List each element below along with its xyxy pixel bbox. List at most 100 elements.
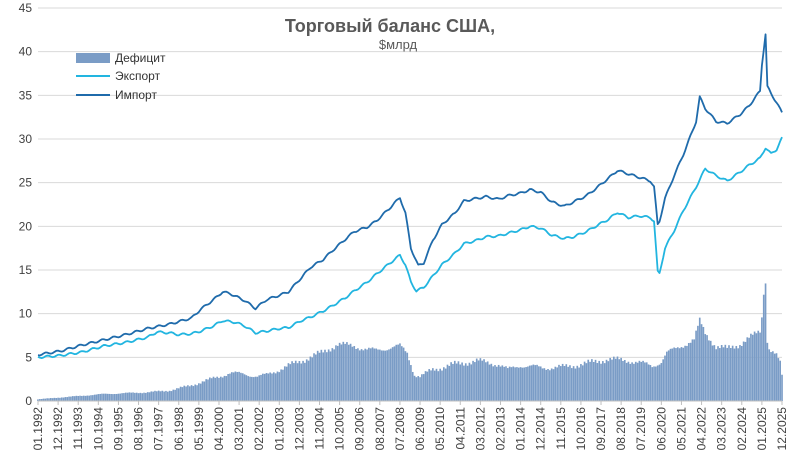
deficit-bar bbox=[753, 331, 756, 401]
deficit-bar bbox=[422, 374, 425, 401]
deficit-bar bbox=[627, 361, 630, 401]
deficit-bar bbox=[726, 347, 728, 401]
legend-label-import: Импорт bbox=[115, 88, 157, 102]
deficit-bar bbox=[265, 373, 268, 401]
deficit-bar bbox=[768, 349, 771, 401]
deficit-bar bbox=[185, 386, 187, 401]
x-tick-label: 12.2003 bbox=[292, 407, 306, 451]
deficit-bar bbox=[547, 369, 549, 401]
deficit-bar bbox=[534, 365, 537, 401]
deficit-bar bbox=[46, 398, 48, 401]
deficit-bar bbox=[404, 351, 407, 401]
deficit-bar bbox=[307, 360, 310, 401]
deficit-bar bbox=[309, 356, 312, 401]
deficit-bar bbox=[550, 368, 553, 401]
x-tick-label: 11.2015 bbox=[554, 407, 568, 450]
deficit-bar bbox=[357, 348, 359, 401]
deficit-bar bbox=[305, 359, 308, 401]
deficit-bar bbox=[79, 395, 81, 401]
deficit-bar bbox=[519, 367, 522, 401]
deficit-bar bbox=[605, 359, 608, 401]
deficit-bar bbox=[322, 352, 324, 401]
deficit-bar bbox=[291, 361, 293, 401]
deficit-bar bbox=[77, 395, 80, 401]
deficit-bar bbox=[563, 366, 566, 401]
chart-subtitle: $млрд bbox=[379, 37, 418, 52]
deficit-bar bbox=[561, 363, 564, 401]
deficit-bar bbox=[287, 363, 290, 401]
deficit-bar bbox=[559, 366, 562, 401]
deficit-bar bbox=[183, 385, 186, 401]
deficit-bar bbox=[687, 343, 690, 401]
deficit-bar bbox=[777, 358, 780, 401]
deficit-bar bbox=[503, 366, 505, 401]
export-line bbox=[37, 136, 783, 359]
deficit-bar bbox=[97, 394, 100, 401]
deficit-bar bbox=[375, 348, 378, 401]
deficit-bar bbox=[578, 367, 580, 401]
deficit-bar bbox=[545, 369, 548, 401]
deficit-bar bbox=[216, 376, 218, 401]
deficit-bar bbox=[333, 349, 335, 401]
legend-item-import: Импорт bbox=[76, 88, 157, 102]
deficit-bar bbox=[775, 353, 778, 401]
x-tick-label: 09.1995 bbox=[111, 407, 125, 451]
x-tick-label: 08.1996 bbox=[132, 407, 146, 451]
deficit-bar bbox=[132, 392, 134, 401]
deficit-bar bbox=[671, 348, 674, 401]
deficit-bar bbox=[384, 350, 387, 401]
deficit-bar bbox=[251, 376, 253, 401]
deficit-bar bbox=[55, 398, 58, 401]
deficit-bar bbox=[311, 357, 314, 401]
x-tick-label: 12.2025 bbox=[775, 407, 789, 451]
deficit-bar bbox=[494, 365, 496, 401]
deficit-bar bbox=[371, 347, 374, 401]
deficit-bar bbox=[201, 381, 204, 401]
deficit-bar bbox=[163, 391, 165, 401]
deficit-bar bbox=[159, 391, 162, 401]
deficit-bar bbox=[66, 397, 69, 401]
deficit-bar bbox=[223, 375, 226, 401]
deficit-bar bbox=[92, 395, 94, 401]
deficit-bar bbox=[353, 346, 356, 401]
deficit-bar bbox=[258, 375, 261, 401]
deficit-bar bbox=[192, 386, 195, 401]
deficit-bar bbox=[554, 366, 557, 401]
x-tick-label: 03.2012 bbox=[473, 407, 487, 451]
deficit-bar bbox=[645, 362, 648, 401]
deficit-bar bbox=[602, 361, 604, 401]
deficit-bar bbox=[329, 351, 332, 401]
deficit-bar bbox=[134, 392, 136, 401]
deficit-bar bbox=[483, 359, 485, 401]
deficit-bar bbox=[247, 376, 250, 401]
deficit-bar bbox=[413, 375, 416, 401]
deficit-bar bbox=[415, 377, 418, 401]
x-tick-label: 10.2016 bbox=[574, 407, 588, 451]
deficit-bar bbox=[735, 345, 738, 401]
deficit-bar bbox=[647, 364, 650, 401]
deficit-bar bbox=[720, 345, 723, 401]
deficit-bar bbox=[567, 366, 569, 401]
deficit-bar bbox=[530, 365, 533, 401]
x-tick-label: 09.2006 bbox=[353, 407, 367, 451]
deficit-bar bbox=[95, 394, 98, 401]
deficit-bar bbox=[313, 353, 315, 401]
deficit-bar bbox=[766, 342, 769, 401]
legend: Дефицит Экспорт Импорт bbox=[76, 51, 166, 102]
deficit-bar bbox=[625, 362, 628, 401]
deficit-bar bbox=[667, 350, 670, 401]
deficit-bar bbox=[536, 364, 538, 401]
deficit-bar bbox=[611, 359, 613, 401]
deficit-bar bbox=[457, 361, 460, 401]
x-tick-label: 01.2025 bbox=[755, 407, 769, 451]
x-tick-label: 10.2005 bbox=[333, 407, 347, 451]
deficit-bar bbox=[377, 349, 379, 401]
deficit-bar bbox=[662, 359, 665, 401]
legend-item-export: Экспорт bbox=[76, 69, 161, 83]
deficit-bar bbox=[506, 368, 509, 401]
deficit-bar bbox=[541, 368, 544, 401]
deficit-bar bbox=[57, 397, 59, 401]
deficit-bar bbox=[203, 381, 206, 401]
